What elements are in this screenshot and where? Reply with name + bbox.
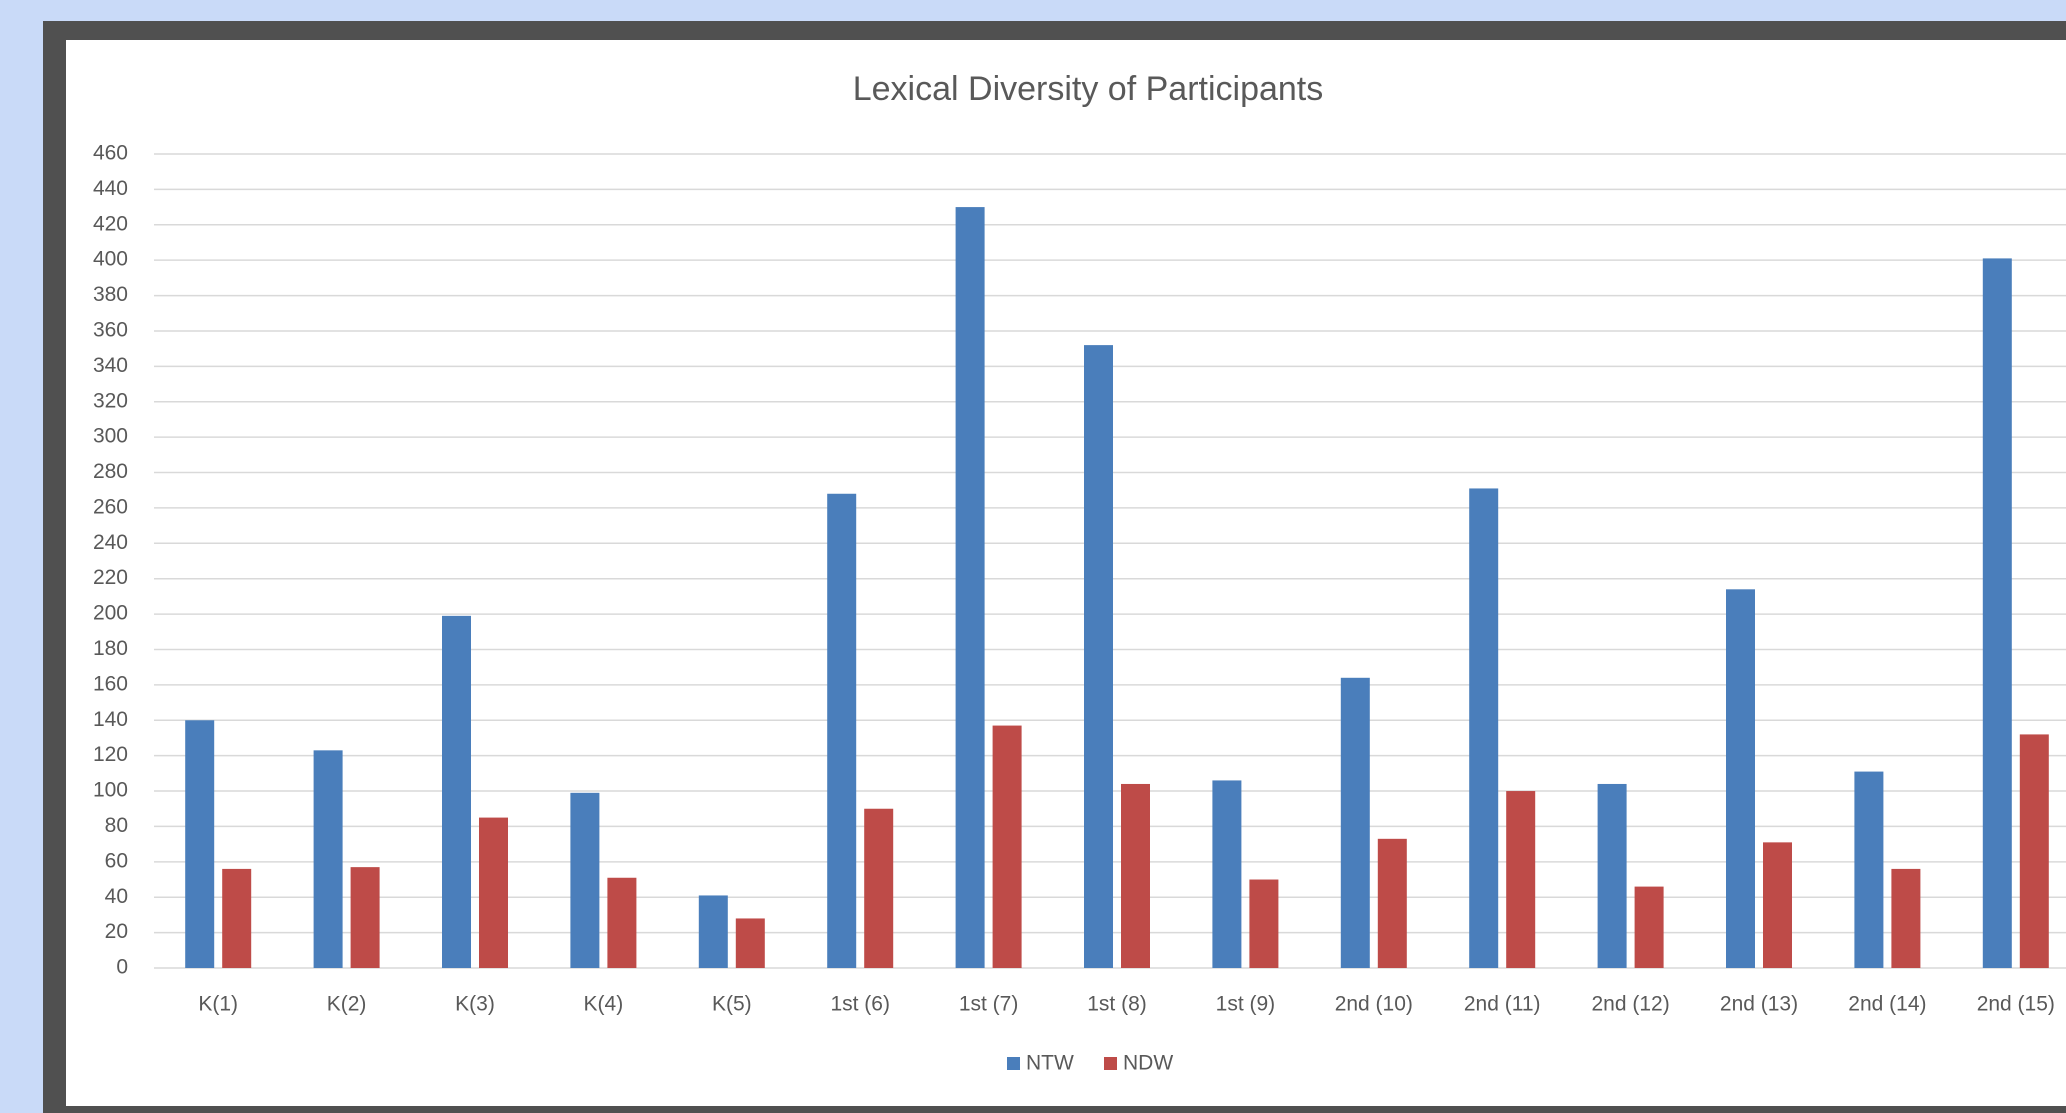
- x-tick-label: 1st (9): [1216, 993, 1276, 1016]
- y-tick-label: 240: [93, 531, 128, 554]
- bar: [1084, 345, 1113, 968]
- y-tick-label: 320: [93, 389, 128, 412]
- bar: [827, 493, 857, 968]
- x-tick-label: K(4): [584, 993, 624, 1016]
- x-tick-label: K(2): [327, 993, 367, 1016]
- y-tick-label: 100: [93, 779, 128, 802]
- bar: [1377, 838, 1407, 968]
- bar: [2019, 734, 2049, 968]
- bar: [1340, 677, 1370, 968]
- bar: [350, 867, 380, 968]
- legend-swatch: [1007, 1057, 1020, 1070]
- bar: [313, 750, 343, 968]
- bar: [1212, 780, 1242, 968]
- x-tick-label: 1st (6): [830, 993, 890, 1016]
- y-tick-label: 40: [105, 885, 128, 908]
- bar: [1469, 488, 1499, 968]
- y-tick-label: 460: [93, 142, 128, 165]
- legend-swatch: [1104, 1057, 1117, 1070]
- x-tick-label: 2nd (10): [1335, 993, 1413, 1016]
- bar: [1763, 842, 1792, 968]
- y-tick-label: 160: [93, 672, 128, 695]
- bar: [1726, 589, 1755, 968]
- y-tick-label: 220: [93, 566, 128, 589]
- y-tick-label: 60: [105, 849, 128, 872]
- y-tick-label: 140: [93, 708, 128, 731]
- bar: [955, 207, 985, 968]
- y-tick-label: 380: [93, 283, 128, 306]
- y-tick-label: 340: [93, 354, 128, 377]
- bar: [1891, 868, 1921, 968]
- y-tick-label: 280: [93, 460, 128, 483]
- bar: [1597, 783, 1627, 968]
- bar: [570, 792, 600, 968]
- bar: [222, 868, 252, 968]
- bar: [185, 720, 215, 968]
- x-tick-label: 2nd (13): [1720, 993, 1798, 1016]
- bar: [698, 895, 728, 968]
- x-tick-label: 2nd (14): [1848, 993, 1926, 1016]
- y-tick-label: 200: [93, 602, 128, 625]
- y-tick-label: 0: [116, 956, 128, 979]
- bar: [1121, 783, 1150, 968]
- bar: [479, 817, 508, 968]
- legend-label: NDW: [1123, 1052, 1173, 1075]
- x-tick-label: K(3): [455, 993, 495, 1016]
- x-tick-label: K(5): [712, 993, 752, 1016]
- y-tick-label: 420: [93, 212, 128, 235]
- y-tick-label: 80: [105, 814, 128, 837]
- y-tick-label: 120: [93, 743, 128, 766]
- y-tick-label: 400: [93, 248, 128, 271]
- bar: [992, 725, 1022, 968]
- bar: [864, 808, 894, 968]
- bar: [735, 918, 765, 968]
- x-tick-label: 2nd (15): [1977, 993, 2055, 1016]
- bar: [607, 877, 637, 968]
- y-tick-label: 180: [93, 637, 128, 660]
- y-tick-label: 300: [93, 425, 128, 448]
- x-tick-label: 1st (7): [959, 993, 1019, 1016]
- bar: [442, 615, 471, 968]
- y-tick-label: 360: [93, 319, 128, 342]
- legend-label: NTW: [1026, 1052, 1074, 1075]
- x-tick-label: K(1): [198, 993, 238, 1016]
- x-tick-label: 2nd (12): [1591, 993, 1669, 1016]
- bar: [1854, 771, 1884, 968]
- bar: [1506, 791, 1536, 968]
- y-tick-label: 260: [93, 495, 128, 518]
- x-tick-label: 1st (8): [1087, 993, 1147, 1016]
- y-tick-label: 440: [93, 177, 128, 200]
- x-tick-label: 2nd (11): [1464, 993, 1541, 1016]
- y-tick-label: 20: [105, 920, 128, 943]
- bar: [1634, 886, 1664, 968]
- bar: [1982, 258, 2012, 968]
- chart-title: Lexical Diversity of Participants: [853, 70, 1324, 108]
- bar: [1249, 879, 1279, 968]
